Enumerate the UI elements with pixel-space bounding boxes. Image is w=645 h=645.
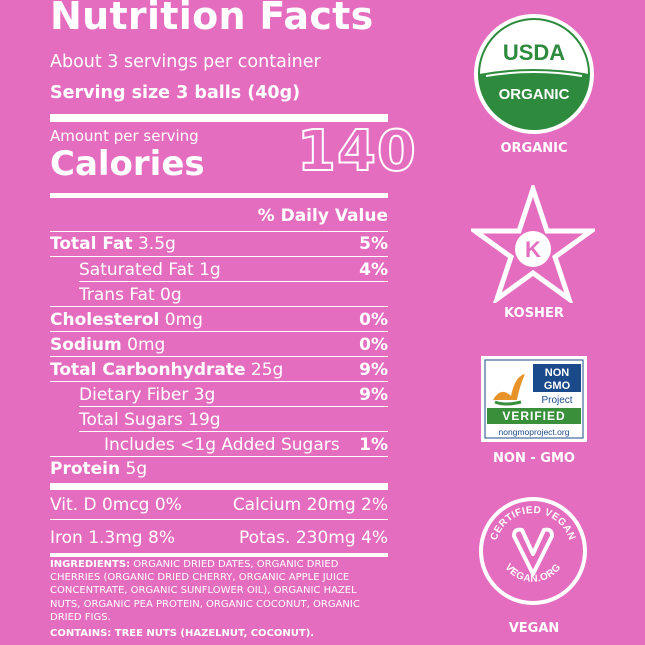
- thin-divider: [50, 256, 388, 257]
- organic-label: ORGANIC: [500, 141, 568, 156]
- nutrient-amount: 19g: [188, 410, 221, 430]
- kosher-label: KOSHER: [504, 306, 564, 321]
- ingredients-label: INGREDIENTS:: [50, 559, 131, 570]
- non-text: NON: [545, 367, 570, 379]
- nutrient-name: Dietary Fiber 3g: [79, 385, 215, 405]
- usda-organic-text: ORGANIC: [499, 86, 570, 103]
- potassium: Potas. 230mg 4%: [239, 528, 388, 548]
- nutrient-amount: 0mg: [164, 310, 203, 330]
- nutrient-row: Saturated Fat 1g 4%: [50, 260, 388, 284]
- nutrient-row: Cholesterol 0mg 0%: [50, 310, 388, 334]
- daily-value-percent: 1%: [359, 435, 388, 455]
- thin-divider: [50, 231, 388, 232]
- nutrient-name: Cholesterol 0mg: [50, 310, 203, 330]
- project-text: Project: [541, 395, 572, 406]
- nutrient-label: Includes <1g Added Sugars: [104, 435, 340, 455]
- nutrient-label: Trans Fat: [79, 285, 155, 305]
- non-gmo-label: NON - GMO: [493, 451, 575, 466]
- daily-value-percent: 0%: [359, 335, 388, 355]
- allergen-contains: CONTAINS: TREE NUTS (HAZELNUT, COCONUT).: [50, 628, 315, 639]
- nongmo-url-text: nongmoproject.org: [499, 427, 570, 437]
- iron: Iron 1.3mg 8%: [50, 528, 175, 548]
- kosher-star-icon: K: [471, 185, 595, 303]
- nutrient-name: Sodium 0mg: [50, 335, 165, 355]
- nutrient-row: Includes <1g Added Sugars 1%: [50, 435, 388, 459]
- thin-divider: [50, 356, 388, 357]
- nutrient-name: Total Fat 3.5g: [50, 234, 176, 254]
- thin-divider: [50, 456, 388, 457]
- nutrient-row: Trans Fat 0g: [50, 285, 388, 309]
- thick-divider: [50, 483, 388, 490]
- thin-divider: [50, 519, 388, 520]
- daily-value-header: % Daily Value: [257, 206, 388, 226]
- calories-label: Calories: [50, 144, 205, 184]
- nutrient-row: Total Carbonhydrate 25g 9%: [50, 360, 388, 384]
- nutrient-label: Sodium: [50, 335, 122, 355]
- thin-divider: [79, 281, 388, 282]
- nutrient-amount: 25g: [250, 360, 284, 380]
- vitamin-row-2: Iron 1.3mg 8% Potas. 230mg 4%: [50, 528, 388, 548]
- nutrient-label: Saturated Fat: [79, 260, 194, 280]
- nutrient-amount: 0g: [160, 285, 182, 305]
- nutrient-label: Dietary Fiber: [79, 385, 189, 405]
- ingredients: INGREDIENTS: ORGANIC DRIED DATES, ORGANI…: [50, 558, 388, 624]
- thin-divider: [50, 331, 388, 332]
- vit-d: Vit. D 0mcg 0%: [50, 495, 182, 515]
- nutrient-name: Protein 5g: [50, 459, 147, 479]
- thin-divider: [79, 406, 388, 407]
- servings-per-container: About 3 servings per container: [50, 52, 321, 72]
- amount-per-serving: Amount per serving: [50, 127, 199, 145]
- nutrient-row: Total Fat 3.5g 5%: [50, 234, 388, 258]
- nutrient-amount: 3g: [193, 385, 216, 405]
- nutrient-name: Total Carbonhydrate 25g: [50, 360, 283, 380]
- kosher-letter: K: [525, 237, 541, 262]
- daily-value-percent: 9%: [359, 385, 388, 405]
- daily-value-percent: 9%: [359, 360, 388, 380]
- gmo-text: GMO: [544, 380, 571, 392]
- nutrient-row: Total Sugars 19g: [50, 410, 388, 434]
- vegan-label: VEGAN: [508, 621, 560, 636]
- calories-value: 140: [296, 118, 417, 185]
- nutrient-name: Saturated Fat 1g: [79, 260, 221, 280]
- usda-organic-seal: USDA ORGANIC: [474, 14, 594, 134]
- daily-value-percent: 5%: [359, 234, 388, 254]
- nutrient-amount: 5g: [125, 459, 148, 479]
- usda-text: USDA: [503, 40, 565, 65]
- nutrient-label: Total Fat: [50, 234, 133, 254]
- verified-text: VERIFIED: [502, 409, 565, 423]
- nutrient-label: Cholesterol: [50, 310, 160, 330]
- vitamin-row-1: Vit. D 0mcg 0% Calcium 20mg 2%: [50, 495, 388, 515]
- nutrient-row: Protein 5g: [50, 459, 388, 483]
- thin-divider: [50, 306, 388, 307]
- nutrient-label: Protein: [50, 459, 121, 479]
- thin-divider: [79, 431, 388, 432]
- daily-value-percent: 0%: [359, 310, 388, 330]
- nutrient-row: Dietary Fiber 3g 9%: [50, 385, 388, 409]
- thick-divider: [50, 114, 388, 122]
- vegan-v-heart-icon: [512, 527, 554, 576]
- ingredients-text: ORGANIC DRIED DATES, ORGANIC DRIED CHERR…: [50, 559, 360, 623]
- daily-value-percent: 4%: [359, 260, 388, 280]
- nutrient-amount: 0mg: [127, 335, 166, 355]
- nutrient-amount: 1g: [199, 260, 221, 280]
- nutrient-row: Sodium 0mg 0%: [50, 335, 388, 359]
- serving-size: Serving size 3 balls (40g): [50, 83, 301, 103]
- nutrient-name: Trans Fat 0g: [79, 285, 182, 305]
- thin-divider: [50, 381, 388, 382]
- bottom-divider: [50, 553, 388, 557]
- nutrient-amount: 3.5g: [137, 234, 176, 254]
- non-gmo-seal: NON GMO Project VERIFIED nongmoproject.o…: [481, 356, 587, 442]
- certification-badges: USDA ORGANIC ORGANIC K KOSHER NON GMO Pr…: [455, 0, 613, 645]
- nutrient-name: Total Sugars 19g: [79, 410, 221, 430]
- nutrient-label: Total Sugars: [79, 410, 183, 430]
- certified-vegan-seal: CERTIFIED VEGAN VEGAN.ORG: [479, 497, 587, 605]
- calcium: Calcium 20mg 2%: [232, 495, 388, 515]
- medium-divider: [50, 193, 388, 198]
- nutrient-label: Total Carbonhydrate: [50, 360, 246, 380]
- nutrient-name: Includes <1g Added Sugars: [104, 435, 340, 455]
- panel-title: Nutrition Facts: [50, 0, 374, 38]
